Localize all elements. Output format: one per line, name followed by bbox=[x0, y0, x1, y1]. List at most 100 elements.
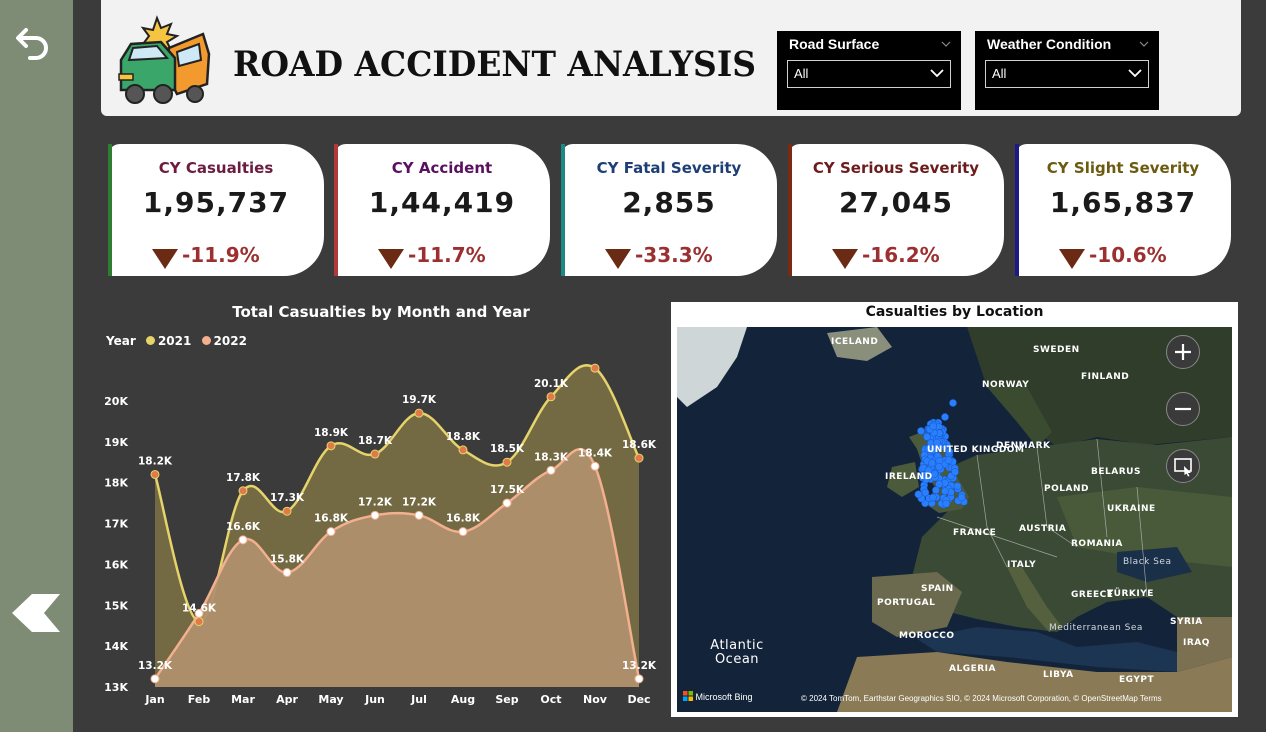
map-label: POLAND bbox=[1044, 484, 1089, 494]
data-point-2022[interactable] bbox=[194, 608, 204, 618]
casualty-point bbox=[944, 456, 953, 465]
car-crash-logo-icon bbox=[118, 15, 211, 104]
data-label: 18.6K bbox=[622, 439, 657, 451]
map-label: UNITED KINGDOM bbox=[927, 445, 1025, 455]
map-label: NORWAY bbox=[982, 380, 1030, 390]
kpi-value: 27,045 bbox=[838, 186, 954, 219]
data-point-2021[interactable] bbox=[414, 408, 424, 418]
kpi-change-value: -33.3% bbox=[635, 243, 713, 267]
chevron-down-icon bbox=[1128, 69, 1142, 78]
kpi-card-2: CY Fatal Severity 2,855 -33.3% bbox=[561, 144, 777, 276]
x-tick-label: Mar bbox=[231, 693, 255, 706]
data-label: 16.8K bbox=[314, 513, 349, 525]
kpi-value: 1,95,737 bbox=[142, 186, 290, 219]
data-point-2021[interactable] bbox=[238, 486, 248, 496]
road-surface-slicer: Road Surface All bbox=[777, 31, 961, 110]
kpi-title: CY Accident bbox=[391, 159, 493, 177]
weather-condition-label: Weather Condition bbox=[987, 36, 1112, 52]
x-tick-label: May bbox=[318, 693, 343, 706]
casualty-point bbox=[933, 438, 941, 447]
map-label: ICELAND bbox=[831, 337, 879, 347]
down-triangle-icon bbox=[378, 249, 404, 269]
chevron-down-icon[interactable] bbox=[1139, 39, 1149, 49]
map-label: FRANCE bbox=[953, 528, 997, 538]
map-label: GREECE bbox=[1071, 590, 1114, 600]
casualty-point bbox=[941, 413, 949, 421]
zoom-out-button[interactable] bbox=[1166, 392, 1200, 426]
data-label: 15.8K bbox=[270, 554, 305, 566]
data-label: 17.2K bbox=[358, 496, 393, 508]
weather-condition-value: All bbox=[992, 66, 1007, 81]
map-label: SYRIA bbox=[1170, 617, 1203, 627]
kpi-stripe bbox=[788, 144, 792, 276]
weather-condition-dropdown[interactable]: All bbox=[985, 60, 1149, 88]
data-point-2021[interactable] bbox=[634, 453, 644, 463]
data-point-2022[interactable] bbox=[590, 461, 600, 471]
chevron-down-icon[interactable] bbox=[941, 39, 951, 49]
data-point-2022[interactable] bbox=[370, 510, 380, 520]
data-point-2021[interactable] bbox=[370, 449, 380, 459]
map-label: BELARUS bbox=[1091, 467, 1141, 477]
map-attribution[interactable]: © 2024 TomTom, Earthstar Geographics SIO… bbox=[801, 694, 1162, 703]
data-point-2021[interactable] bbox=[282, 506, 292, 516]
x-tick-label: Feb bbox=[188, 693, 211, 706]
x-tick-label: Sep bbox=[495, 693, 518, 706]
y-tick-label: 18K bbox=[104, 477, 128, 490]
map-label: UKRAINE bbox=[1107, 504, 1156, 514]
data-point-2022[interactable] bbox=[150, 674, 160, 684]
data-label: 18.4K bbox=[578, 447, 613, 459]
data-point-2021[interactable] bbox=[194, 617, 204, 627]
data-label: 17.2K bbox=[402, 496, 437, 508]
casualty-point bbox=[935, 480, 943, 489]
header: ROAD ACCIDENT ANALYSIS Road Surface All … bbox=[101, 0, 1241, 116]
data-point-2022[interactable] bbox=[238, 535, 248, 545]
data-point-2022[interactable] bbox=[502, 498, 512, 508]
data-point-2022[interactable] bbox=[414, 510, 424, 520]
data-point-2021[interactable] bbox=[546, 392, 556, 402]
data-point-2021[interactable] bbox=[458, 445, 468, 455]
data-point-2021[interactable] bbox=[150, 469, 160, 479]
map-area[interactable]: ICELAND SWEDEN FINLAND NORWAY DENMARK UNITED … bbox=[677, 327, 1232, 712]
kpi-stripe bbox=[1015, 144, 1019, 276]
map-card: Casualties by Location bbox=[671, 302, 1238, 717]
map-label: Black Sea bbox=[1123, 557, 1172, 567]
kpi-change-value: -10.6% bbox=[1089, 243, 1167, 267]
y-tick-label: 13K bbox=[104, 681, 128, 694]
data-point-2022[interactable] bbox=[326, 527, 336, 537]
data-point-2022[interactable] bbox=[282, 568, 292, 578]
kpi-value: 1,65,837 bbox=[1049, 186, 1197, 219]
casualty-point bbox=[924, 466, 933, 475]
x-tick-label: Aug bbox=[451, 693, 475, 706]
kpi-card-0: CY Casualties 1,95,737 -11.9% bbox=[108, 144, 324, 276]
x-tick-label: Jul bbox=[410, 693, 427, 706]
area-fill-2022 bbox=[155, 449, 639, 687]
navigation-chevron-icon[interactable] bbox=[10, 594, 62, 632]
select-area-button[interactable] bbox=[1166, 449, 1200, 483]
weather-condition-slicer: Weather Condition All bbox=[975, 31, 1159, 110]
zoom-in-button[interactable] bbox=[1166, 335, 1200, 369]
kpi-card-1: CY Accident 1,44,419 -11.7% bbox=[334, 144, 550, 276]
back-arrow-icon[interactable] bbox=[14, 22, 54, 62]
data-point-2021[interactable] bbox=[326, 441, 336, 451]
legend-item-2021[interactable]: 2021 bbox=[157, 334, 192, 348]
casualty-point bbox=[914, 490, 923, 499]
x-tick-label: Nov bbox=[583, 693, 608, 706]
legend-dot-2021 bbox=[145, 336, 155, 345]
data-label: 17.8K bbox=[226, 472, 261, 484]
casualties-area-chart[interactable]: 13K 14K 15K 16K 17K 18K 19K 20K Jan Feb Mar Apr May J… bbox=[101, 360, 661, 712]
data-point-2022[interactable] bbox=[546, 465, 556, 475]
data-point-2022[interactable] bbox=[458, 527, 468, 537]
road-surface-dropdown[interactable]: All bbox=[787, 60, 951, 88]
map-label: ALGERIA bbox=[949, 664, 996, 674]
map-label: SWEDEN bbox=[1033, 345, 1080, 355]
data-point-2021[interactable] bbox=[502, 457, 512, 467]
kpi-title: CY Serious Severity bbox=[812, 159, 980, 177]
map-label: TÜRKIYE bbox=[1107, 589, 1154, 599]
data-point-2021[interactable] bbox=[590, 363, 600, 373]
page-title: ROAD ACCIDENT ANALYSIS bbox=[233, 44, 756, 85]
map-label: IRELAND bbox=[885, 472, 933, 482]
minus-icon bbox=[1175, 407, 1191, 411]
road-surface-value: All bbox=[794, 66, 809, 81]
legend-item-2022[interactable]: 2022 bbox=[213, 334, 247, 348]
data-point-2022[interactable] bbox=[634, 674, 644, 684]
